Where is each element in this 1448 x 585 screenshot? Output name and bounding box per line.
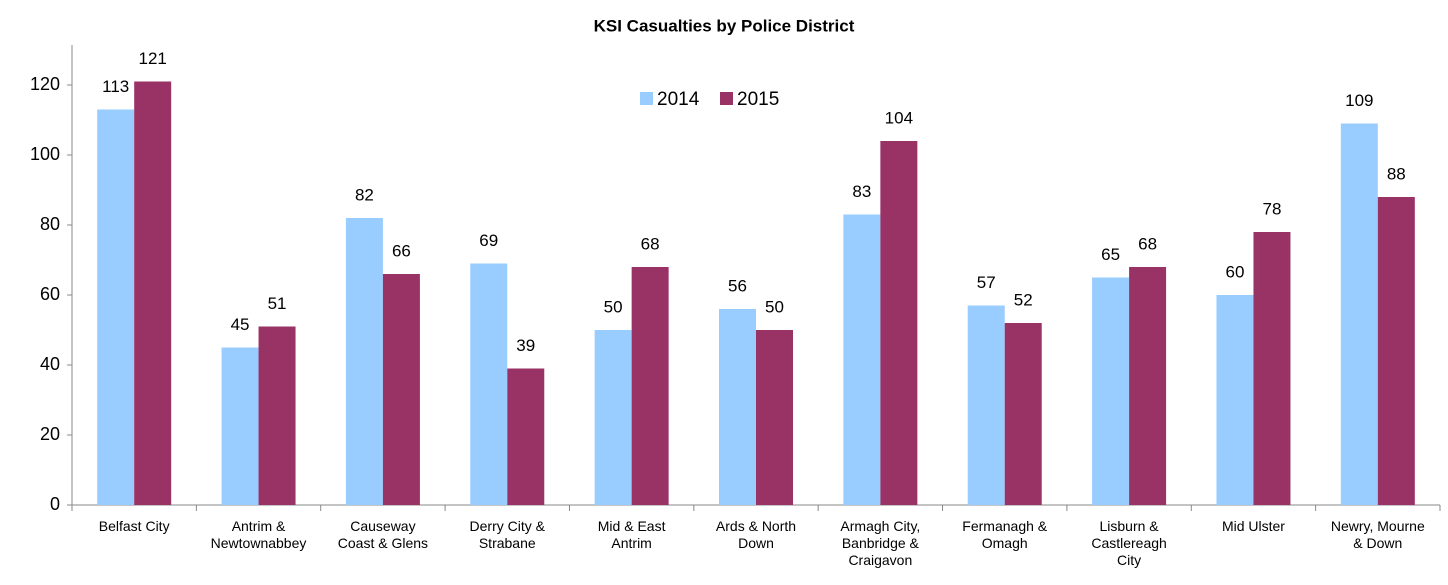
data-label: 109 bbox=[1345, 91, 1373, 110]
chart-title: KSI Casualties by Police District bbox=[594, 16, 855, 35]
bar bbox=[507, 368, 545, 505]
x-tick-label: Ards & North Down bbox=[715, 518, 797, 551]
data-label: 57 bbox=[977, 273, 996, 292]
data-label: 88 bbox=[1387, 164, 1406, 183]
bar bbox=[382, 274, 420, 505]
data-label: 83 bbox=[852, 182, 871, 201]
bar bbox=[221, 347, 259, 505]
data-label: 39 bbox=[516, 336, 535, 355]
data-label: 56 bbox=[728, 276, 747, 295]
data-label: 68 bbox=[641, 234, 660, 253]
y-tick-label: 80 bbox=[40, 214, 60, 234]
x-tick-label: Causeway Coast & Glens bbox=[337, 518, 429, 551]
bar bbox=[97, 109, 135, 505]
x-tick-label: Antrim & Newtownabbey bbox=[210, 518, 307, 551]
bar bbox=[1129, 267, 1167, 505]
bar bbox=[345, 218, 383, 505]
y-tick-label: 0 bbox=[50, 494, 60, 514]
y-tick-label: 120 bbox=[30, 74, 60, 94]
bar bbox=[843, 214, 881, 505]
x-tick-label: Armagh City, Banbridge & Craigavon bbox=[840, 518, 921, 568]
bar bbox=[1377, 197, 1415, 505]
bar bbox=[134, 81, 172, 505]
x-tick-label: Lisburn & Castlereagh City bbox=[1091, 518, 1167, 568]
data-label: 52 bbox=[1014, 290, 1033, 309]
data-label: 65 bbox=[1101, 245, 1120, 264]
bar bbox=[631, 267, 669, 505]
bar bbox=[1216, 295, 1254, 505]
x-tick-label: Derry City & Strabane bbox=[469, 518, 545, 551]
data-label: 113 bbox=[102, 77, 129, 96]
bar bbox=[967, 305, 1005, 505]
legend-swatch bbox=[640, 92, 653, 105]
data-label: 51 bbox=[268, 294, 287, 313]
x-tick-label: Fermanagh & Omagh bbox=[962, 518, 1048, 551]
data-label: 104 bbox=[885, 108, 913, 127]
data-label: 69 bbox=[479, 231, 498, 250]
data-label: 60 bbox=[1225, 262, 1244, 281]
bar bbox=[719, 309, 756, 505]
bar bbox=[1340, 123, 1378, 505]
bar bbox=[756, 330, 793, 505]
data-label: 50 bbox=[765, 297, 784, 316]
bar bbox=[1004, 323, 1042, 505]
bar bbox=[594, 330, 632, 505]
y-tick-label: 20 bbox=[40, 424, 60, 444]
bar bbox=[880, 141, 918, 505]
legend-label: 2014 bbox=[657, 89, 700, 110]
x-tick-label: Mid Ulster bbox=[1221, 518, 1285, 534]
bar bbox=[1092, 277, 1130, 505]
data-label: 50 bbox=[604, 297, 623, 316]
bar bbox=[1253, 232, 1291, 505]
y-tick-label: 40 bbox=[40, 354, 60, 374]
data-label: 66 bbox=[392, 241, 411, 260]
x-tick-label: Mid & East Antrim bbox=[597, 518, 666, 551]
data-label: 45 bbox=[231, 315, 250, 334]
bar bbox=[258, 326, 296, 505]
x-tick-label: Newry, Mourne & Down bbox=[1330, 518, 1425, 551]
data-label: 121 bbox=[138, 49, 166, 68]
data-label: 82 bbox=[355, 185, 374, 204]
data-label: 78 bbox=[1262, 199, 1281, 218]
legend-label: 2015 bbox=[737, 89, 779, 110]
y-tick-label: 100 bbox=[30, 144, 60, 164]
data-label: 68 bbox=[1138, 234, 1157, 253]
bar bbox=[470, 263, 508, 505]
y-tick-label: 60 bbox=[40, 284, 60, 304]
x-tick-label: Belfast City bbox=[98, 518, 170, 534]
legend-swatch bbox=[720, 92, 733, 105]
